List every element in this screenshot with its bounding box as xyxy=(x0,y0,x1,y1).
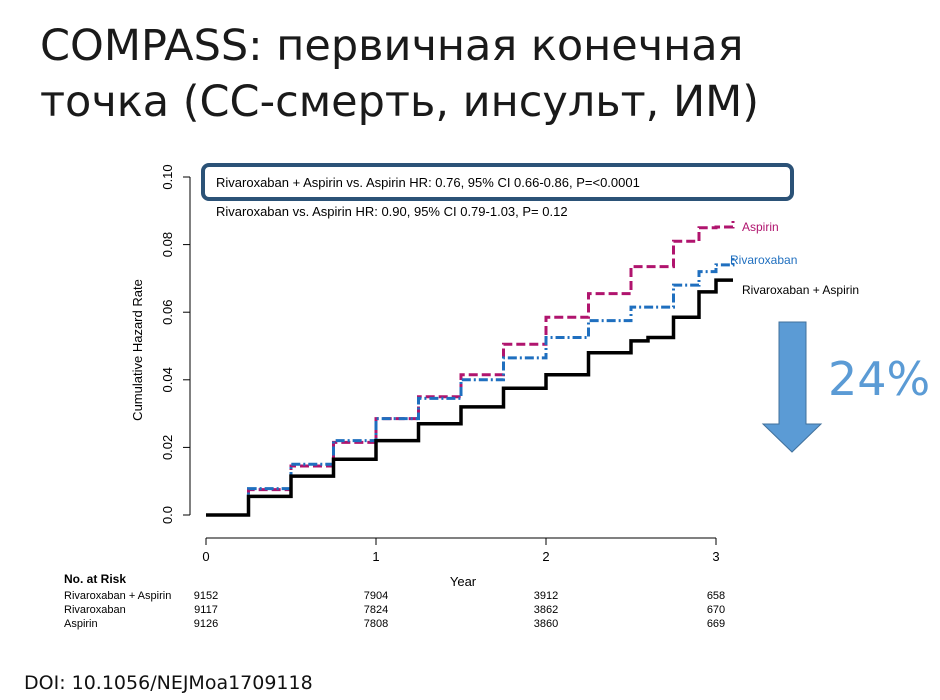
series-line-rivaroxaban xyxy=(206,258,735,517)
series-label: Rivaroxaban + Aspirin xyxy=(742,283,859,297)
doi-reference: DOI: 10.1056/NEJMoa1709118 xyxy=(24,672,313,694)
x-tick-label: 2 xyxy=(542,549,549,564)
slide-title: COMPASS: первичная конечная точка (СС-см… xyxy=(40,18,920,130)
at-risk-value: 3862 xyxy=(534,604,558,616)
at-risk-value: 9126 xyxy=(194,618,218,630)
series-line-aspirin xyxy=(206,220,735,517)
y-axis-label: Cumulative Hazard Rate xyxy=(130,279,145,421)
at-risk-value: 670 xyxy=(707,604,725,616)
down-arrow-icon xyxy=(761,321,823,453)
at-risk-value: 7824 xyxy=(364,604,388,616)
x-tick-label: 0 xyxy=(202,549,209,564)
at-risk-value: 9152 xyxy=(194,590,218,602)
y-tick-label: 0.02 xyxy=(160,435,175,460)
y-tick-label: 0.06 xyxy=(160,300,175,325)
at-risk-row-label: Rivaroxaban xyxy=(64,604,126,616)
at-risk-title: No. at Risk xyxy=(64,572,126,586)
title-line-2: точка (СС-смерть, инсульт, ИМ) xyxy=(40,77,760,127)
x-tick-label: 3 xyxy=(712,549,719,564)
series-label: Rivaroxaban xyxy=(730,253,797,267)
at-risk-value: 658 xyxy=(707,590,725,602)
y-tick-label: 0.10 xyxy=(160,164,175,189)
y-tick-label: 0.04 xyxy=(160,367,175,392)
at-risk-value: 669 xyxy=(707,618,725,630)
series-label: Aspirin xyxy=(742,220,779,234)
x-tick-label: 1 xyxy=(372,549,379,564)
at-risk-value: 7904 xyxy=(364,590,388,602)
risk-reduction-label: 24% xyxy=(828,352,931,406)
x-axis-label: Year xyxy=(450,574,477,589)
y-tick-label: 0.0 xyxy=(160,506,175,524)
hr-annotation-riva: Rivaroxaban vs. Aspirin HR: 0.90, 95% CI… xyxy=(216,204,568,219)
hr-annotation-combo: Rivaroxaban + Aspirin vs. Aspirin HR: 0.… xyxy=(216,175,640,190)
y-tick-label: 0.08 xyxy=(160,232,175,257)
at-risk-value: 7808 xyxy=(364,618,388,630)
at-risk-value: 3860 xyxy=(534,618,558,630)
highlight-box xyxy=(201,163,794,201)
title-line-1: COMPASS: первичная конечная xyxy=(40,21,744,71)
at-risk-row-label: Aspirin xyxy=(64,618,98,630)
series-line-rivaroxaban-aspirin xyxy=(206,278,733,517)
at-risk-value: 3912 xyxy=(534,590,558,602)
at-risk-row-label: Rivaroxaban + Aspirin xyxy=(64,590,171,602)
at-risk-value: 9117 xyxy=(194,604,218,616)
